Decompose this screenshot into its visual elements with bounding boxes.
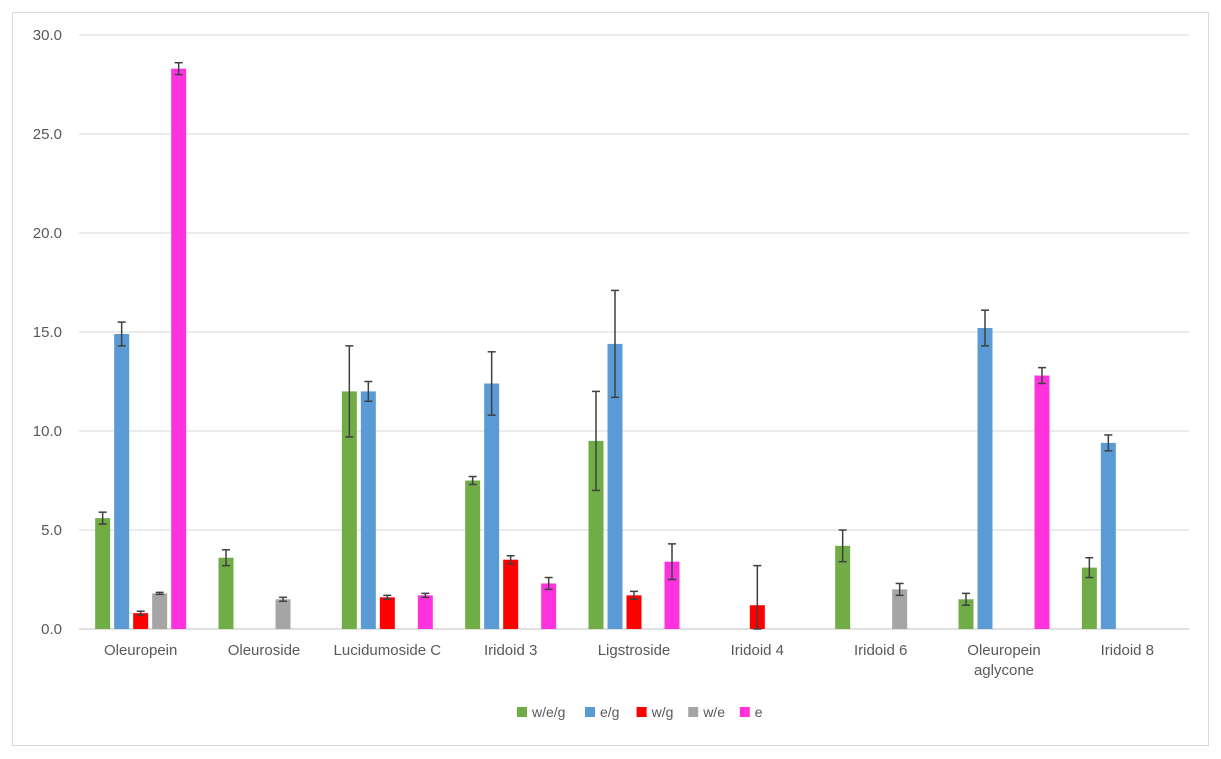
chart-frame: 0.0 5.0 10.0 15.0 20.0 25.0 30.0 Oleuropein Ole… [12, 12, 1209, 746]
x-category-label: Ligstroside [598, 642, 671, 659]
y-tick-label: 25.0 [33, 126, 62, 143]
error-bars [98, 61, 1113, 630]
x-category-label: Iridoid 8 [1101, 642, 1154, 659]
bar [275, 599, 291, 629]
y-tick-label: 20.0 [33, 225, 62, 242]
legend-swatch [688, 707, 699, 717]
bar [95, 518, 111, 629]
x-category-label: Lucidumoside C [334, 642, 442, 659]
bar [977, 328, 993, 629]
bar [171, 68, 187, 629]
bar [541, 583, 557, 629]
y-tick-label: 5.0 [41, 522, 62, 539]
bar [484, 383, 500, 629]
x-category-label: Iridoid 4 [731, 642, 784, 659]
legend-label: e/g [600, 704, 619, 720]
bar [626, 595, 642, 629]
bar [417, 595, 433, 629]
x-category-label: Oleuropein aglycone [967, 642, 1040, 679]
x-category-label-line: Lucidumoside C [334, 642, 442, 659]
bars [95, 68, 1116, 629]
x-category-label-line: Oleuropein [967, 642, 1040, 659]
bar [607, 343, 623, 629]
x-category-label-line: Iridoid 8 [1101, 642, 1154, 659]
x-axis-labels: Oleuropein Oleuroside Lucidumoside C Iridoi… [104, 642, 1154, 679]
bar [892, 589, 908, 629]
gridlines [79, 34, 1189, 630]
y-axis-labels: 0.0 5.0 10.0 15.0 20.0 25.0 30.0 [33, 27, 62, 638]
y-tick-label: 10.0 [33, 423, 62, 440]
legend: w/e/g e/g w/g w/e e [517, 704, 763, 720]
bar-chart: 0.05.010.015.020.025.030.0 Oleuropein Ole… [33, 27, 1189, 720]
x-category-label-line: Iridoid 4 [731, 642, 784, 659]
x-category-label-line: Iridoid 6 [854, 642, 907, 659]
legend-label: w/g [651, 704, 674, 720]
bar [465, 480, 481, 629]
bar [360, 391, 376, 629]
y-tick-label: 30.0 [33, 27, 62, 44]
bar [835, 545, 851, 629]
bar [958, 599, 974, 629]
bar [664, 561, 680, 629]
y-tick-label: 15.0 [33, 324, 62, 341]
x-category-label: Iridoid 3 [484, 642, 537, 659]
x-category-label-line: Iridoid 3 [484, 642, 537, 659]
x-category-label: Oleuropein [104, 642, 177, 659]
bar [1081, 567, 1097, 629]
bar [152, 593, 168, 629]
x-category-label: Oleuroside [228, 642, 301, 659]
legend-label: w/e/g [531, 704, 565, 720]
legend-label: w/e [702, 704, 725, 720]
legend-swatch [636, 707, 647, 717]
legend-swatch [739, 707, 750, 717]
bar [588, 440, 604, 629]
legend-swatch [517, 707, 527, 717]
x-category-label-line: Ligstroside [598, 642, 671, 659]
bar [218, 557, 234, 629]
x-category-label-line: Oleuroside [228, 642, 301, 659]
bar [503, 559, 519, 629]
bar [379, 597, 395, 629]
x-category-label-line: Oleuropein [104, 642, 177, 659]
bar [133, 613, 149, 629]
bar [341, 391, 357, 629]
bar [114, 333, 130, 629]
y-tick-label: 0.0 [41, 621, 62, 638]
bar [1100, 442, 1116, 629]
x-category-label: Iridoid 6 [854, 642, 907, 659]
x-category-label-line: aglycone [974, 662, 1034, 679]
legend-swatch [585, 707, 595, 717]
legend-label: e [755, 704, 763, 720]
bar [1034, 375, 1050, 629]
